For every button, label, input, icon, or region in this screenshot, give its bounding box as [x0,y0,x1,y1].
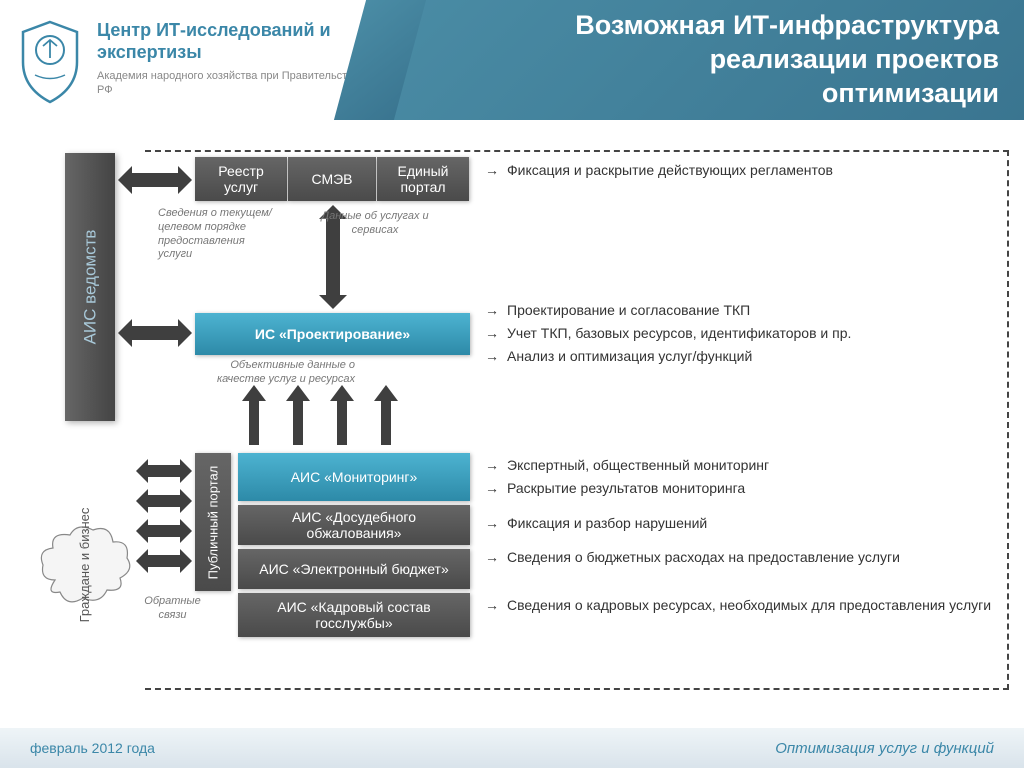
arrow-icon [136,459,192,483]
node-citizens: Граждане и бизнес [35,520,135,610]
node-is-design: ИС «Проектирование» [195,313,470,355]
node-single-portal: Единый портал [377,157,469,201]
bullet-group-2: →Проектирование и согласование ТКП →Учет… [485,300,851,369]
arrow-icon [136,549,192,573]
node-monitoring: АИС «Мониторинг» [238,453,470,501]
bullet-group-1: →Фиксация и раскрытие действующих реглам… [485,160,833,183]
bullet-group-4: →Фиксация и разбор нарушений [485,513,707,536]
slide-footer: февраль 2012 года Оптимизация услуг и фу… [0,728,1024,768]
header-right: Возможная ИТ-инфраструктура реализации п… [380,0,1024,120]
arrow-up-icon [374,385,398,445]
slide-header: Центр ИТ-исследований и экспертизы Акаде… [0,0,1024,120]
logo-title: Центр ИТ-исследований и экспертизы [97,20,365,63]
node-smev: СМЭВ [288,157,376,201]
arrow-icon [118,313,192,353]
arrow-up-icon [286,385,310,445]
bullet-group-6: →Сведения о кадровых ресурсах, необходим… [485,595,991,618]
header-left: Центр ИТ-исследований и экспертизы Акаде… [0,0,380,120]
arrow-icon [136,489,192,513]
note-feedback: Обратные связи [135,595,210,623]
arrow-icon [136,519,192,543]
note-services-data: Данные об услугах и сервисах [320,210,430,238]
node-public-portal: Публичный портал [195,453,231,591]
arrow-up-icon [242,385,266,445]
logo-subtitle: Академия народного хозяйства при Правите… [97,69,365,98]
diagram-area: АИС ведомств Граждане и бизнес Реестр ус… [30,145,1009,705]
arrow-icon [118,160,192,200]
node-registry: Реестр услуг [195,157,287,201]
logo-text: Центр ИТ-исследований и экспертизы Акаде… [97,20,365,98]
bullet-group-3: →Экспертный, общественный мониторинг →Ра… [485,455,769,501]
node-staff: АИС «Кадровый состав госслужбы» [238,593,470,637]
note-quality-data: Объективные данные о качестве услуг и ре… [205,359,355,387]
node-budget: АИС «Электронный бюджет» [238,549,470,589]
node-appeals: АИС «Досудебного обжалования» [238,505,470,545]
slide-title: Возможная ИТ-инфраструктура реализации п… [575,9,999,110]
arrow-up-icon [330,385,354,445]
node-ais-vedomstv: АИС ведомств [65,153,115,421]
emblem-icon [15,20,85,105]
note-current-order: Сведения о текущем/целевом порядке предо… [158,207,278,262]
bullet-group-5: →Сведения о бюджетных расходах на предос… [485,547,900,570]
footer-date: февраль 2012 года [30,740,155,756]
footer-title: Оптимизация услуг и функций [775,740,994,757]
